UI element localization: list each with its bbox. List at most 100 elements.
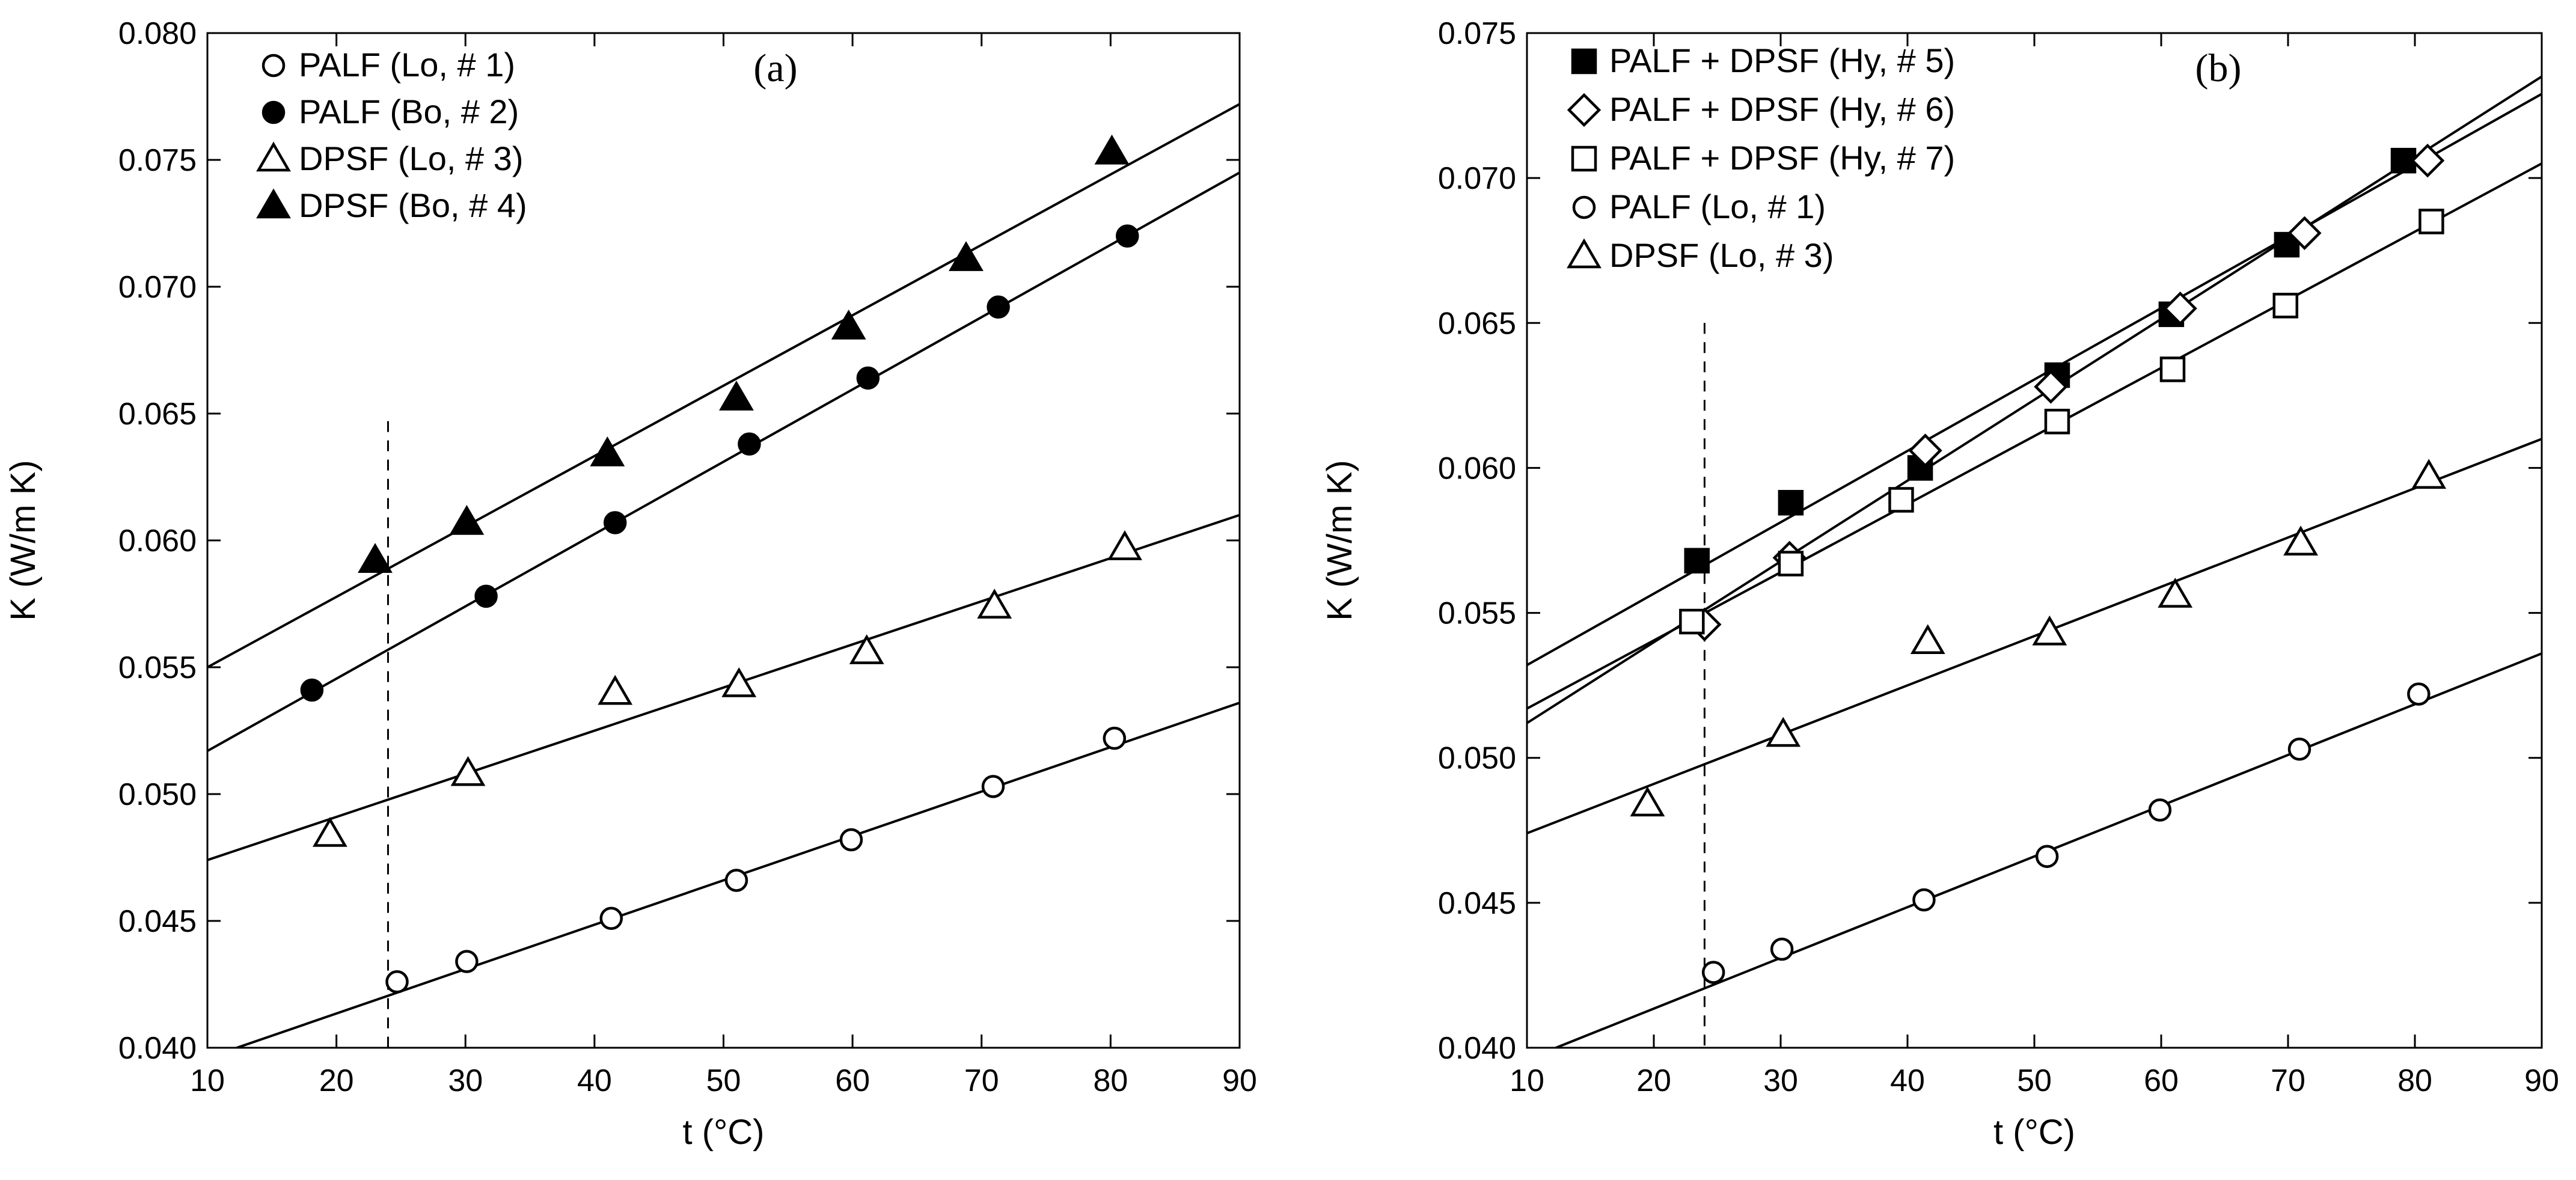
data-point: [1912, 888, 1936, 912]
x-tick-label: 90: [1222, 1063, 1257, 1098]
y-tick-label: 0.045: [118, 904, 197, 939]
y-tick-label: 0.070: [1438, 161, 1516, 196]
x-axis-title: t (°C): [1993, 1113, 2075, 1152]
data-point: [1766, 717, 1801, 747]
x-tick-label: 60: [835, 1063, 870, 1098]
y-tick-label: 0.060: [1438, 451, 1516, 486]
fit-lines: [207, 103, 1240, 1048]
legend-label: PALF + DPSF (Hy, # 7): [1609, 139, 1955, 177]
legend-marker: [256, 188, 291, 219]
y-tick-label: 0.065: [1438, 306, 1516, 341]
series-0: [385, 726, 1127, 994]
data-point: [2411, 459, 2447, 489]
data-point: [849, 634, 884, 664]
data-point: [1116, 224, 1139, 248]
y-tick-label: 0.055: [118, 650, 197, 685]
legend-marker: [1571, 145, 1597, 172]
series-2: [312, 530, 1142, 847]
y-tick-label: 0.055: [1438, 596, 1516, 631]
y-tick-label: 0.045: [1438, 886, 1516, 921]
series-4: [1630, 459, 2447, 817]
legend-label: DPSF (Lo, # 3): [1609, 236, 1834, 274]
x-tick-label: 40: [577, 1063, 612, 1098]
legend-label: PALF + DPSF (Hy, # 6): [1609, 90, 1955, 128]
legend-marker: [1571, 48, 1597, 75]
y-tick-label: 0.080: [118, 16, 197, 51]
x-tick-label: 80: [1093, 1063, 1128, 1098]
data-point: [455, 950, 479, 973]
x-tick-label: 90: [2524, 1063, 2559, 1098]
data-point: [724, 869, 748, 892]
data-point: [2418, 209, 2444, 234]
x-tick-label: 80: [2397, 1063, 2432, 1098]
legend-label: PALF + DPSF (Hy, # 5): [1609, 41, 1955, 79]
x-tick-label: 30: [1763, 1063, 1798, 1098]
data-point: [1770, 937, 1794, 961]
data-point: [2287, 216, 2322, 250]
data-point: [1701, 961, 1725, 984]
y-tick-label: 0.050: [1438, 741, 1516, 776]
data-point: [1679, 608, 1705, 635]
series-2: [1679, 209, 2444, 635]
fit-line: [207, 171, 1240, 753]
panel-letter: (b): [2195, 46, 2242, 90]
fit-line: [207, 103, 1240, 668]
data-point: [590, 436, 625, 466]
data-point: [1778, 551, 1804, 576]
x-tick-label: 20: [1636, 1063, 1671, 1098]
series-3: [358, 134, 1130, 573]
y-tick-label: 0.065: [118, 397, 197, 432]
y-tick-label: 0.075: [118, 143, 197, 178]
x-tick-label: 10: [1510, 1063, 1544, 1098]
y-tick-label: 0.050: [118, 777, 197, 812]
fit-line: [1527, 93, 2542, 667]
x-tick-label: 40: [1890, 1063, 1925, 1098]
series-1: [300, 224, 1139, 702]
y-axis-title: K (W/m K): [1320, 460, 1359, 620]
x-tick-label: 20: [319, 1063, 354, 1098]
data-point: [1888, 487, 1914, 513]
data-point: [450, 756, 486, 786]
x-tick-label: 70: [964, 1063, 999, 1098]
data-point: [1908, 433, 1942, 468]
data-point: [358, 543, 393, 573]
data-point: [599, 906, 623, 931]
fit-line: [207, 513, 1240, 861]
legend-marker: [262, 100, 286, 124]
data-point: [1103, 726, 1127, 750]
panel-a: 10 20 30 40 50 60 70 80 90 0.040 0.045 0.050 0.055 0.…: [4, 16, 1257, 1152]
data-point: [2272, 293, 2299, 319]
legend: PALF (Lo, # 1) PALF (Bo, # 2) DPSF (Lo, # …: [256, 46, 527, 224]
data-point: [949, 241, 984, 271]
data-point: [2163, 291, 2197, 326]
legend-marker: [1572, 195, 1596, 219]
data-point: [1778, 490, 1804, 516]
x-tick-label: 50: [2017, 1063, 2052, 1098]
data-point: [856, 366, 880, 390]
x-axis-title: t (°C): [683, 1113, 765, 1152]
data-point: [2158, 578, 2193, 608]
plot-frame: [1526, 32, 2543, 1049]
y-tick-label: 0.075: [1438, 16, 1516, 51]
data-point: [598, 674, 633, 705]
data-point: [2034, 370, 2068, 404]
fit-line: [1552, 652, 2542, 1048]
legend-marker: [1567, 238, 1602, 269]
legend-marker: [1567, 93, 1602, 127]
data-point: [987, 295, 1010, 319]
fit-line: [1527, 438, 2542, 834]
legend-label: PALF (Lo, # 1): [299, 46, 515, 84]
y-tick-label: 0.060: [118, 524, 197, 558]
y-tick-label: 0.040: [118, 1031, 197, 1066]
data-point: [449, 504, 485, 535]
data-point: [474, 584, 498, 608]
data-point: [1094, 134, 1130, 165]
legend-marker: [262, 53, 286, 78]
data-point: [2148, 798, 2172, 822]
data-point: [839, 828, 863, 852]
data-point: [2032, 615, 2067, 646]
legend-label: PALF (Lo, # 1): [1609, 188, 1826, 225]
x-tick-label: 70: [2271, 1063, 2305, 1098]
legend-label: PALF (Bo, # 2): [299, 93, 519, 130]
